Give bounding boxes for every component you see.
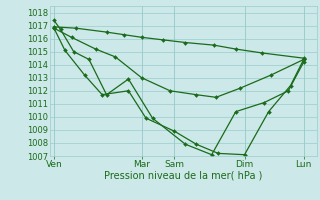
- X-axis label: Pression niveau de la mer( hPa ): Pression niveau de la mer( hPa ): [104, 171, 262, 181]
